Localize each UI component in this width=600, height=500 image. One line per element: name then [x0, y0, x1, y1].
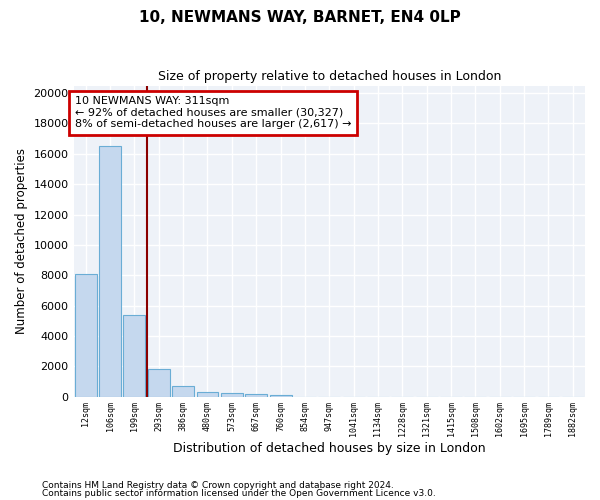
Bar	[197, 392, 218, 396]
Bar	[124, 316, 145, 396]
Text: Contains HM Land Registry data © Crown copyright and database right 2024.: Contains HM Land Registry data © Crown c…	[42, 481, 394, 490]
Bar	[148, 368, 170, 396]
Bar	[221, 394, 243, 396]
Bar	[269, 394, 292, 396]
Text: Contains public sector information licensed under the Open Government Licence v3: Contains public sector information licen…	[42, 488, 436, 498]
Bar	[172, 386, 194, 396]
Bar	[75, 274, 97, 396]
Text: 10, NEWMANS WAY, BARNET, EN4 0LP: 10, NEWMANS WAY, BARNET, EN4 0LP	[139, 10, 461, 25]
Title: Size of property relative to detached houses in London: Size of property relative to detached ho…	[158, 70, 501, 83]
X-axis label: Distribution of detached houses by size in London: Distribution of detached houses by size …	[173, 442, 485, 455]
Bar	[99, 146, 121, 397]
Bar	[245, 394, 267, 396]
Y-axis label: Number of detached properties: Number of detached properties	[15, 148, 28, 334]
Text: 10 NEWMANS WAY: 311sqm
← 92% of detached houses are smaller (30,327)
8% of semi-: 10 NEWMANS WAY: 311sqm ← 92% of detached…	[75, 96, 351, 130]
